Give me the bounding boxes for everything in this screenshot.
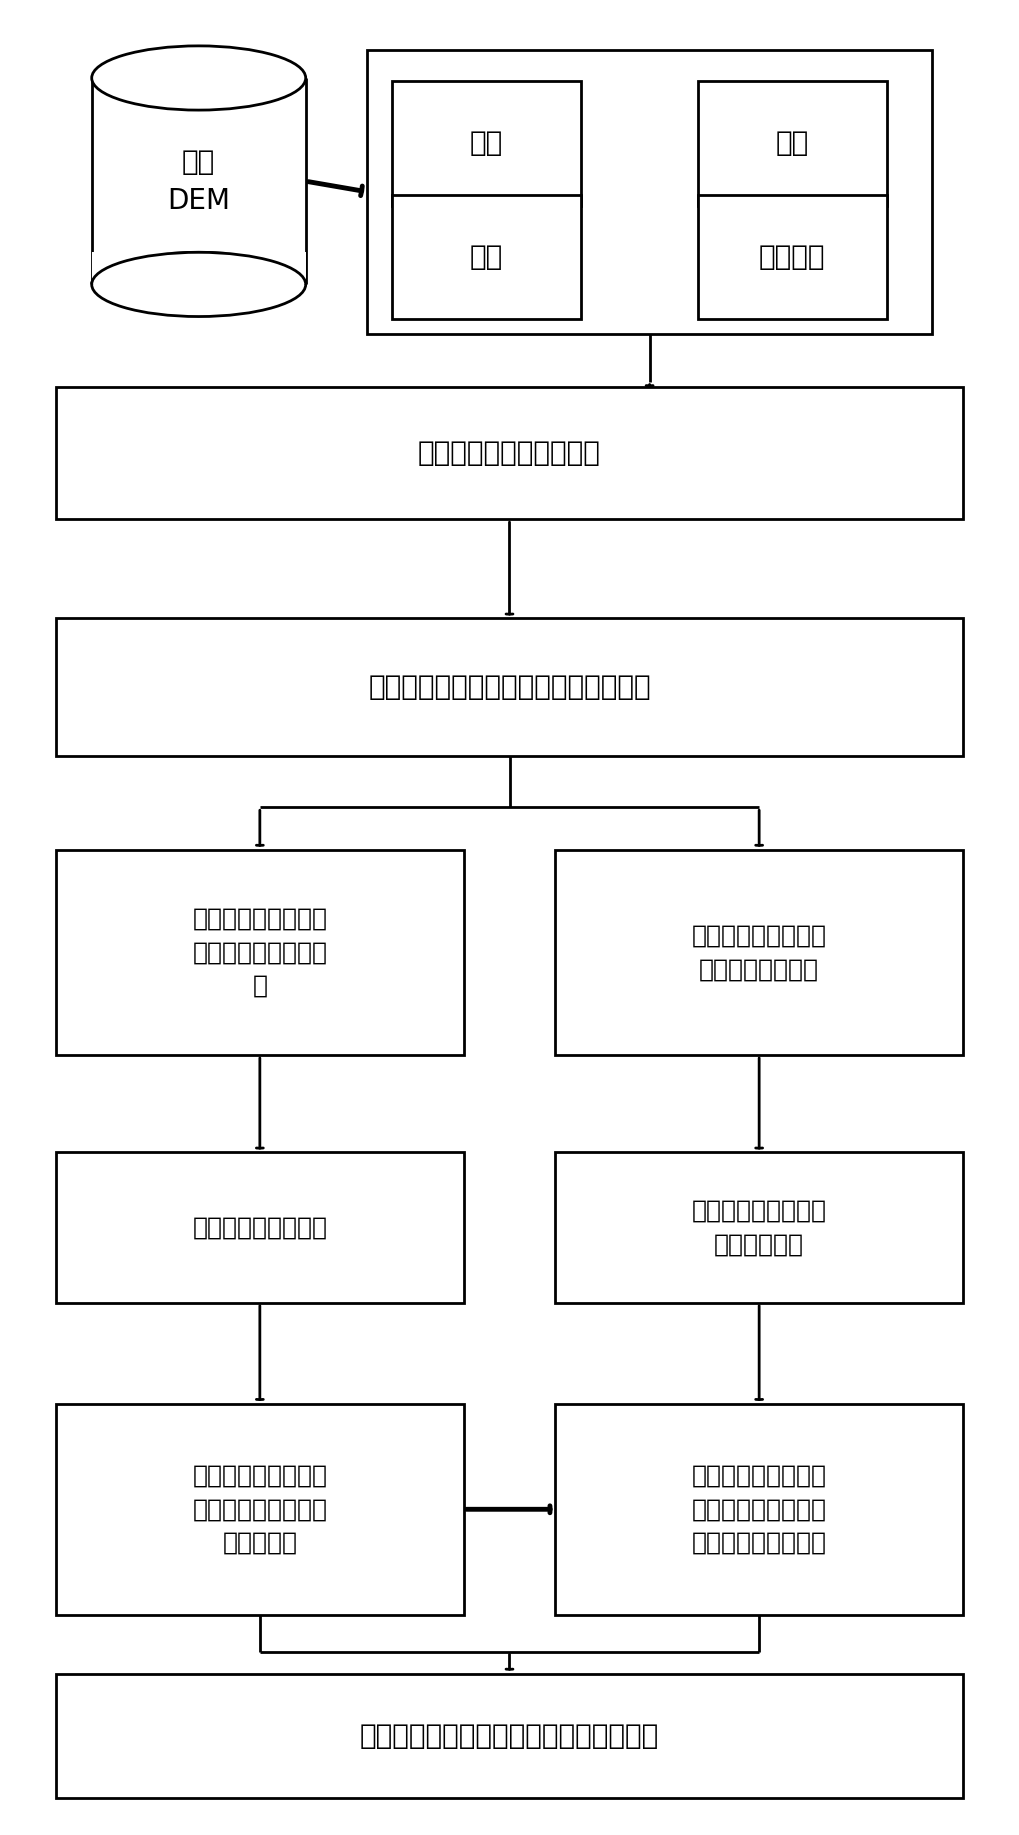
Bar — [56, 850, 464, 1055]
Bar — [698, 81, 887, 206]
Bar — [698, 195, 887, 319]
Bar — [56, 1152, 464, 1303]
Text: 分别筛选出各子流域
中的有效格网，提取
有效格网的数据记录: 分别筛选出各子流域 中的有效格网，提取 有效格网的数据记录 — [692, 1464, 826, 1554]
Bar — [56, 387, 963, 519]
Text: 确定不同地形特征格
网所需最少的雨量观
测站点数量: 确定不同地形特征格 网所需最少的雨量观 测站点数量 — [193, 1464, 327, 1554]
Text: 地形指数: 地形指数 — [759, 242, 825, 272]
Bar — [392, 81, 581, 206]
Ellipse shape — [92, 46, 306, 110]
Text: 收集试验场观测资料: 收集试验场观测资料 — [193, 1215, 327, 1240]
Text: 高程: 高程 — [470, 128, 503, 158]
Bar — [56, 618, 963, 756]
Text: 坡度: 坡度 — [470, 242, 503, 272]
Text: 子流域内选取代表性
格网，建立野外试验
场: 子流域内选取代表性 格网，建立野外试验 场 — [193, 906, 327, 998]
Bar — [555, 1404, 963, 1615]
Ellipse shape — [92, 253, 306, 317]
Text: 建立多卫星遥感降水误差定量标定体系: 建立多卫星遥感降水误差定量标定体系 — [368, 673, 651, 701]
Text: 插値生成地面降水格
网降水数据集: 插値生成地面降水格 网降水数据集 — [692, 1198, 826, 1257]
Text: 不同地形特征下卫星降水反演的误差特性: 不同地形特征下卫星降水反演的误差特性 — [360, 1721, 659, 1751]
Bar — [555, 850, 963, 1055]
Text: 坡向: 坡向 — [775, 128, 809, 158]
Bar — [555, 1152, 963, 1303]
Text: 流域
DEM: 流域 DEM — [167, 147, 230, 215]
Bar — [392, 195, 581, 319]
Bar — [367, 50, 932, 334]
Text: 获取地面气象台站及
水文站点降水资料: 获取地面气象台站及 水文站点降水资料 — [692, 923, 826, 982]
Text: 划分不同地形特征子流域: 划分不同地形特征子流域 — [418, 439, 601, 468]
Bar — [56, 1674, 963, 1798]
Bar — [56, 1404, 464, 1615]
FancyBboxPatch shape — [92, 253, 306, 284]
